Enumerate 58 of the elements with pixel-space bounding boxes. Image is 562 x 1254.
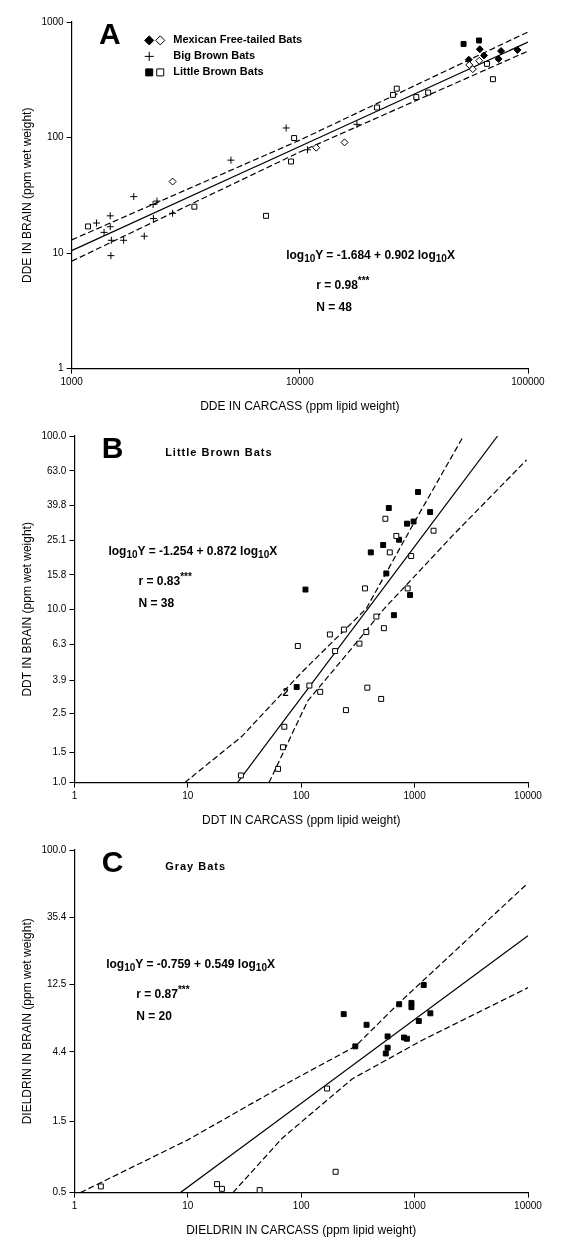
y-tick-label: 12.5: [46, 978, 67, 990]
y-tick-label: 10: [52, 246, 65, 258]
y-tick-label: 39.8: [46, 499, 67, 511]
y-tick-label: 25.1: [46, 533, 67, 545]
x-tick-label: 1: [71, 790, 78, 802]
y-tick-label: 35.4: [46, 910, 67, 922]
annotation: log$_{10}$Y = -0.759 + 0.549 log$_{10}$X: [106, 955, 275, 976]
legend-label: Mexican Free-tailed Bats: [173, 33, 303, 46]
annotation: r = 0.98$^{***}$: [315, 274, 371, 295]
legend-label: Big Brown Bats: [173, 49, 256, 62]
y-tick-label: 1.0: [52, 776, 67, 788]
x-tick-label: 10000: [514, 790, 543, 802]
x-tick-label: 1000: [403, 790, 427, 802]
x-tick-label: 100: [292, 790, 310, 802]
y-axis-title: DIELDRIN IN BRAIN (ppm wet weight): [19, 918, 34, 1125]
annotation: r = 0.87$^{***}$: [135, 983, 191, 1004]
y-tick-label: 63.0: [46, 464, 67, 476]
y-tick-label: 100.0: [41, 843, 67, 855]
text: Gray Bats: [165, 860, 227, 872]
y-tick-label: 3.9: [52, 673, 67, 685]
y-axis-title: DDE IN BRAIN (ppm wet weight): [19, 107, 34, 283]
x-tick-label: 10000: [285, 376, 315, 388]
y-tick-label: 1.5: [52, 745, 67, 757]
x-axis-title: DDT IN CARCASS (ppm lipid weight): [201, 813, 401, 828]
chart-title: B: [101, 431, 124, 464]
legend-label: Little Brown Bats: [173, 65, 264, 78]
y-tick-label: 2.5: [52, 707, 67, 719]
y-tick-label: 15.8: [46, 568, 67, 580]
annotation: r = 0.83$^{***}$: [137, 570, 193, 591]
chart-title: C: [101, 845, 124, 878]
x-tick-label: 10: [182, 790, 194, 802]
annotation: 2: [282, 686, 289, 699]
annotation: N = 20: [135, 1008, 173, 1026]
x-tick-label: 1000: [60, 376, 84, 388]
y-tick-label: 1: [58, 362, 65, 374]
y-tick-label: 0.5: [52, 1186, 67, 1198]
chart-title: A: [99, 17, 121, 50]
x-axis-title: DDE IN CARCASS (ppm lipid weight): [200, 399, 400, 414]
annotation: log$_{10}$Y = -1.254 + 0.872 log$_{10}$X: [108, 542, 278, 563]
x-tick-label: 1000: [403, 1200, 427, 1212]
text: Little Brown Bats: [165, 446, 273, 458]
y-tick-label: 1.5: [52, 1115, 67, 1127]
y-tick-label: 100: [46, 131, 65, 143]
annotation: N = 38: [137, 595, 176, 613]
y-axis-title: DDT IN BRAIN (ppm wet weight): [19, 522, 34, 697]
x-axis-title: DIELDRIN IN CARCASS (ppm lipid weight): [186, 1223, 417, 1238]
x-tick-label: 10000: [514, 1200, 543, 1212]
x-tick-label: 1: [71, 1200, 78, 1212]
y-tick-label: 4.4: [52, 1045, 67, 1057]
x-tick-label: 100: [292, 1200, 310, 1212]
annotation: N = 48: [315, 299, 353, 317]
y-tick-label: 1000: [41, 15, 65, 27]
y-tick-label: 10.0: [46, 603, 67, 615]
x-tick-label: 10: [182, 1200, 194, 1212]
y-tick-label: 6.3: [52, 637, 67, 649]
annotation: log$_{10}$Y = -1.684 + 0.902 log$_{10}$X: [286, 246, 455, 267]
x-tick-label: 100000: [511, 376, 546, 388]
y-tick-label: 100.0: [41, 429, 67, 441]
